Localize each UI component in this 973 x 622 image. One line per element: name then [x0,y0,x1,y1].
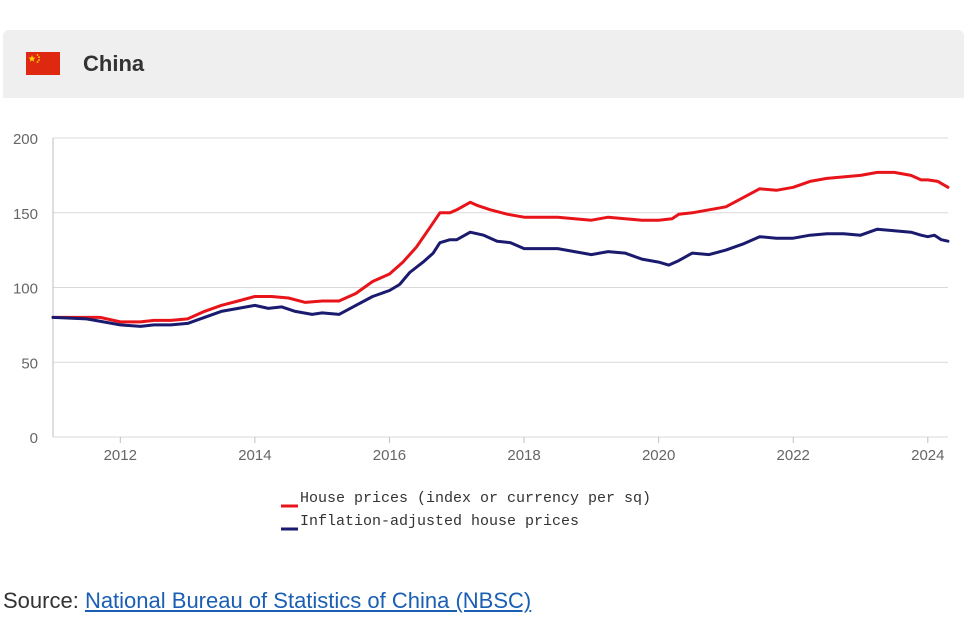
series-line-house-prices [51,170,950,324]
chart-grid [53,137,948,438]
y-tick-label-50: 50 [21,355,38,372]
y-tick-label-0: 0 [30,430,38,447]
chart-legend: House prices (index or currency per sq) I… [281,490,651,531]
y-tick-label-100: 100 [13,281,38,298]
x-tick-label-2018: 2018 [507,447,540,464]
house-price-chart: 0 50 100 150 200 2012 2014 2016 2018 2020 2022 2024… [13,131,950,531]
source-link[interactable]: National Bureau of Statistics of China (… [84,588,532,613]
chart-header: China [3,30,964,98]
chart-axes: 0 50 100 150 200 2012 2014 2016 2018 2020 2022 2024 [13,131,945,464]
china-flag-icon [26,52,60,75]
x-tick-label-2022: 2022 [777,447,810,464]
x-tick-label-2014: 2014 [238,447,271,464]
y-tick-label-200: 200 [13,131,38,148]
source-line: Source: National Bureau of Statistics of… [3,588,531,614]
legend-label-0: House prices (index or currency per sq) [300,490,651,507]
x-tick-label-2024: 2024 [911,447,944,464]
page-title: China [83,51,145,76]
x-tick-label-2016: 2016 [373,447,406,464]
x-tick-label-2012: 2012 [104,447,137,464]
source-prefix: Source: [3,588,85,613]
series-line-inflation-adjusted [51,227,950,328]
x-tick-label-2020: 2020 [642,447,675,464]
legend-label-1: Inflation-adjusted house prices [300,513,579,530]
chart-series [51,170,950,328]
y-tick-label-150: 150 [13,206,38,223]
